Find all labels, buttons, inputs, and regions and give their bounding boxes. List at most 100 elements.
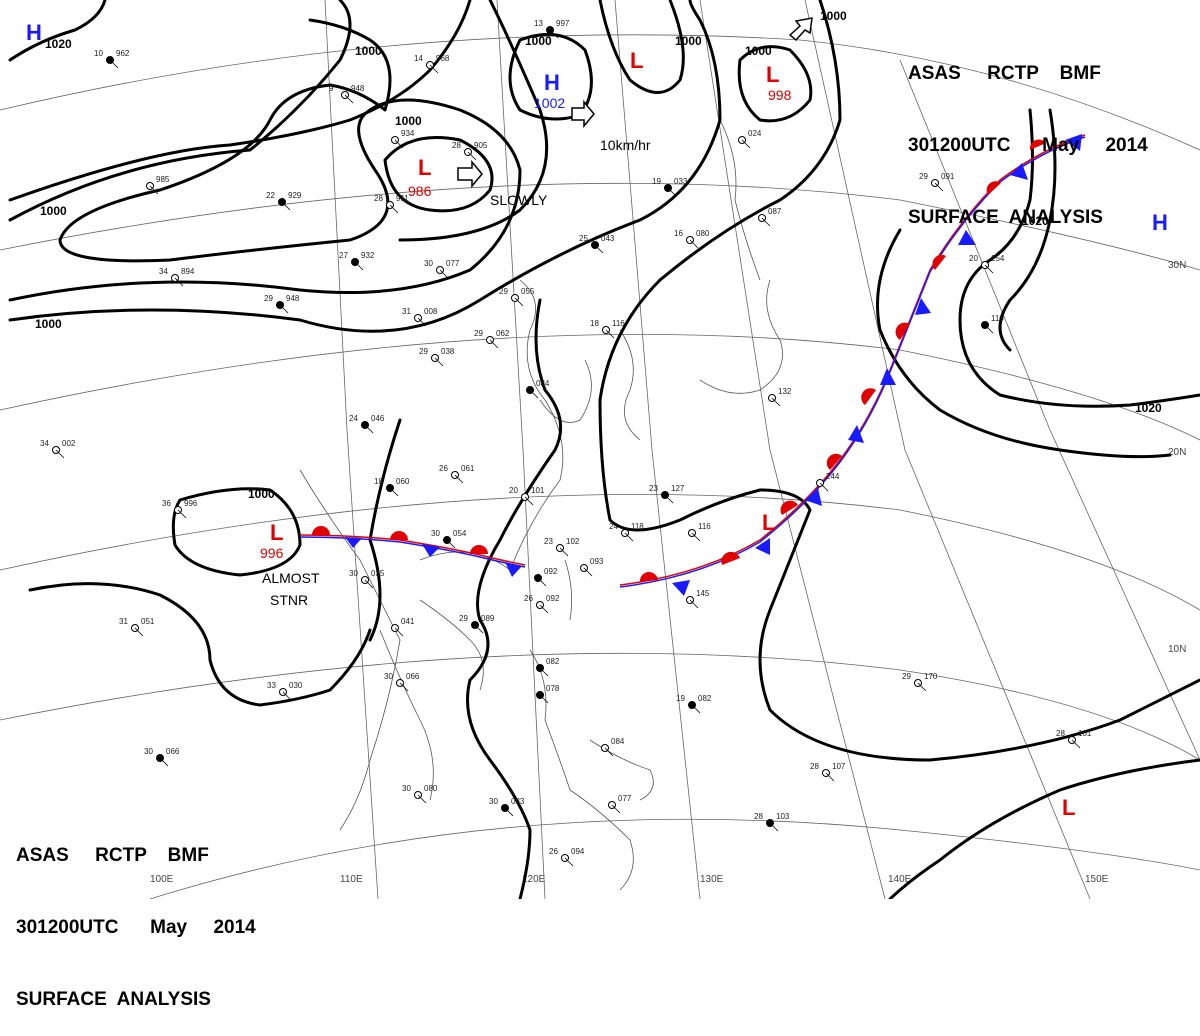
station-temp: 23 [649, 484, 658, 493]
station-temp: 31 [119, 617, 128, 626]
station-pressure: 033 [674, 177, 688, 186]
wind-barb-icon [564, 857, 574, 867]
stationary-front-east [619, 134, 1086, 596]
wind-barb-icon [429, 64, 439, 74]
wind-barb-icon [604, 747, 614, 757]
wind-barb-icon [984, 264, 994, 274]
map-title-top: ASAS RCTP BMF 301200UTC May 2014 SURFACE… [908, 14, 1148, 254]
title-line-2: 301200UTC May 2014 [16, 917, 256, 938]
motion-annotations: SLOWLY 10km/hr ALMOST STNR [262, 17, 813, 608]
station-temp: 30 [424, 259, 433, 268]
station-temp: 16 [674, 229, 683, 238]
station-temp: 30 [384, 672, 393, 681]
isobar-1000-north-big [8, 0, 549, 242]
station-plot: 18 116 [590, 319, 625, 339]
wind-barb-icon [819, 482, 829, 492]
isobar-1000-low-l1 [598, 0, 685, 94]
station-temp: 29 [419, 347, 428, 356]
station-pressure: 107 [832, 762, 846, 771]
station-plot: 19 082 [676, 694, 712, 714]
station-pressure: 094 [571, 847, 585, 856]
station-temp: 34 [40, 439, 49, 448]
station-plot: 087 [758, 207, 782, 227]
isobar-label: 1020 [45, 37, 72, 51]
wind-barb-icon [281, 201, 291, 211]
station-plot: 132 [768, 387, 792, 407]
station-temp: 29 [919, 172, 928, 181]
station-pressure: 002 [62, 439, 76, 448]
cold-front-triangle [505, 562, 522, 577]
wind-barb-icon [689, 599, 699, 609]
station-pressure: 932 [361, 251, 375, 260]
wind-barb-icon [691, 532, 701, 542]
station-temp: 10 [94, 49, 103, 58]
wind-barb-icon [394, 139, 404, 149]
motion-arrow-icon [457, 159, 483, 189]
low-center-value: 996 [260, 545, 284, 561]
wind-barb-icon [689, 239, 699, 249]
station-pressure: 035 [371, 569, 385, 578]
warm-front-semicircle [639, 571, 658, 582]
wind-barb-icon [454, 474, 464, 484]
station-pressure: 082 [698, 694, 712, 703]
station-plot: 24 046 [349, 414, 385, 434]
isobar-label: 1000 [40, 204, 67, 218]
wind-barb-icon [174, 277, 184, 287]
station-temp: 24 [349, 414, 358, 423]
station-temp: 30 [431, 529, 440, 538]
station-pressure: 911 [396, 194, 409, 203]
station-plot: 30 054 [431, 529, 467, 549]
wind-barb-icon [394, 627, 404, 637]
isobar-1000-north-1 [8, 0, 722, 333]
wind-barb-icon [504, 807, 514, 817]
wind-barb-icon [667, 187, 677, 197]
station-temp: 9 [329, 84, 334, 93]
wind-barb-icon [439, 269, 449, 279]
map-title-bottom: ASAS RCTP BMF 301200UTC May 2014 SURFACE… [16, 796, 256, 1036]
isobar-1020-east-outer [876, 228, 1172, 459]
station-pressure: 103 [776, 812, 790, 821]
station-plot: 33 030 [267, 681, 303, 701]
station-plot: 29 089 [459, 614, 495, 634]
station-temp: 18 [590, 319, 599, 328]
station-temp: 31 [402, 307, 411, 316]
wind-barb-icon [549, 29, 559, 39]
wind-barb-icon [514, 297, 524, 307]
station-pressure: 170 [924, 672, 938, 681]
station-pressure: 996 [184, 499, 198, 508]
station-temp: 29 [264, 294, 273, 303]
lon-label-100e: 100E [150, 874, 174, 885]
wind-barb-icon [761, 217, 771, 227]
station-pressure: 905 [474, 141, 488, 150]
cold-front-triangle [915, 298, 931, 315]
high-center-value: 1002 [534, 95, 565, 111]
station-plot: 116 [688, 522, 711, 542]
station-pressure: 244 [826, 472, 840, 481]
warm-front-semicircle [1029, 139, 1046, 150]
station-temp: 18 [374, 477, 383, 486]
station-plot: 34 002 [40, 439, 76, 459]
cold-front-triangle [672, 580, 690, 596]
station-plot: 29 062 [474, 329, 510, 349]
cold-front-triangle [1010, 163, 1028, 180]
isobar-1000-central [466, 298, 563, 899]
weather-map: 100E 110E 120E 130E 140E 150E 30N 20N 10… [0, 0, 1200, 899]
wind-barb-icon [583, 567, 593, 577]
wind-barb-icon [177, 509, 187, 519]
cold-front-triangle [805, 488, 822, 506]
station-temp: 36 [162, 499, 171, 508]
station-pressure: 934 [401, 129, 415, 138]
station-pressure: 078 [546, 684, 560, 693]
warm-front-semicircle [721, 551, 740, 565]
coastlines [299, 119, 783, 891]
wind-barb-icon [1071, 739, 1081, 749]
wind-barb-icon [344, 94, 354, 104]
station-temp: 30 [489, 797, 498, 806]
station-plot: 29 170 [902, 672, 938, 692]
station-pressure: 083 [511, 797, 525, 806]
warm-front-semicircle [312, 526, 330, 535]
high-center-letter: H [544, 70, 560, 95]
wind-barb-icon [611, 804, 621, 814]
low-center-value: 986 [408, 183, 432, 199]
station-temp: 28 [452, 141, 461, 150]
